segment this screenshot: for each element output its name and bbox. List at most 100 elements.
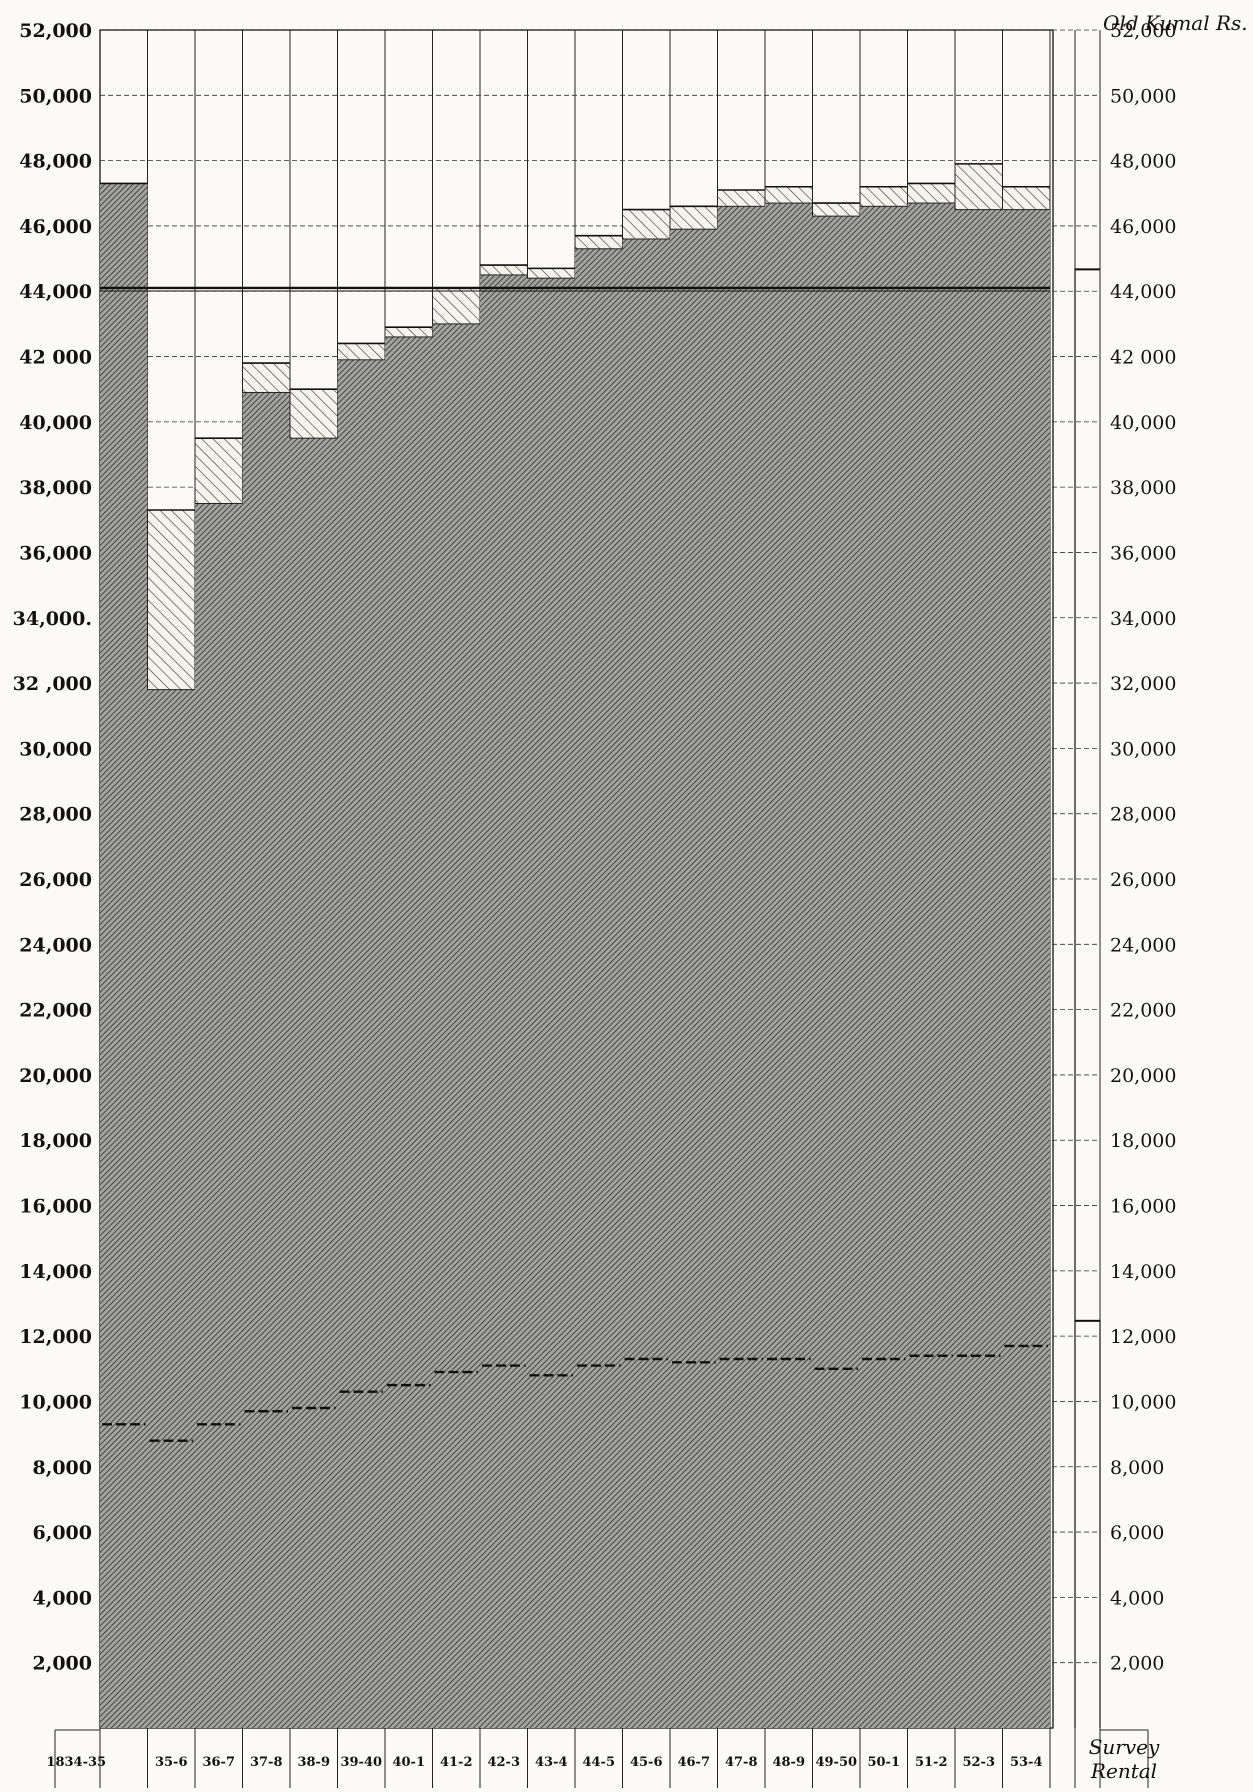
- y-tick-label-right: 48,000: [1110, 151, 1176, 173]
- y-tick-label-right: 46,000: [1110, 216, 1176, 238]
- x-tick-label: 52-3: [962, 1755, 995, 1770]
- bar-upper-40-1: [384, 326, 433, 338]
- y-tick-label-left: 48,000: [19, 151, 92, 173]
- x-tick-label: 37-8: [250, 1755, 283, 1770]
- survey-rental-upper-mark: [1075, 268, 1100, 271]
- y-tick-label-right: 14,000: [1110, 1261, 1176, 1283]
- x-tick-label: 45-6: [630, 1755, 663, 1770]
- y-tick-label-left: 36,000: [19, 542, 92, 564]
- y-tick-label-left: 14,000: [19, 1261, 92, 1283]
- series-lines: [100, 286, 1050, 1442]
- x-tick-label: 51-2: [915, 1755, 948, 1770]
- x-tick-label: 39-40: [340, 1755, 382, 1770]
- x-tick-label: 49-50: [815, 1755, 857, 1770]
- bar-upper-41-2: [432, 287, 481, 325]
- bar-47-8: [717, 206, 765, 1728]
- survey-rental-lower-mark: [1075, 1319, 1100, 1322]
- bar-upper-39-40: [337, 342, 386, 361]
- x-tick-label: 47-8: [725, 1755, 758, 1770]
- y-tick-label-right: 36,000: [1110, 542, 1176, 564]
- y-tick-label-right: 18,000: [1110, 1130, 1176, 1152]
- y-tick-label-right: 44,000: [1110, 281, 1176, 303]
- bar-upper-38-9: [289, 388, 338, 439]
- y-tick-label-right: 30,000: [1110, 738, 1176, 760]
- y-tick-label-right: 4,000: [1110, 1587, 1164, 1609]
- y-tick-label-left: 40,000: [19, 412, 92, 434]
- bar-43-4: [527, 278, 575, 1729]
- bar-38-9: [290, 438, 338, 1728]
- bar-39-40: [337, 359, 385, 1728]
- y-tick-label-right: 2,000: [1110, 1653, 1164, 1675]
- x-tick-label: 50-1: [867, 1755, 900, 1770]
- x-tick-label: 46-7: [677, 1755, 710, 1770]
- y-tick-label-right: 20,000: [1110, 1065, 1176, 1087]
- bar-50-1: [860, 206, 908, 1728]
- x-tick-label: 43-4: [535, 1755, 568, 1770]
- x-tick-label: 41-2: [440, 1755, 473, 1770]
- bar-36-7: [195, 503, 243, 1729]
- y-tick-label-left: 22,000: [19, 1000, 92, 1022]
- y-tick-label-left: 12,000: [19, 1326, 92, 1348]
- bar-upper-42-3: [479, 264, 528, 276]
- y-tick-label-left: 26,000: [19, 869, 92, 891]
- y-tick-label-left: 52,000: [19, 20, 92, 42]
- bar-upper-36-7: [194, 437, 243, 504]
- x-tick-label: 53-4: [1010, 1755, 1043, 1770]
- y-tick-label-right: 12,000: [1110, 1326, 1176, 1348]
- bar-upper-46-7: [669, 205, 718, 230]
- y-tick-label-left: 2,000: [33, 1653, 93, 1675]
- y-tick-label-right: 40,000: [1110, 412, 1176, 434]
- y-tick-label-right: 10,000: [1110, 1391, 1176, 1413]
- y-tick-label-left: 28,000: [19, 804, 92, 826]
- bar-upper-52-3: [954, 163, 1003, 211]
- y-tick-label-right: 32,000: [1110, 673, 1176, 695]
- bar-44-5: [575, 248, 623, 1728]
- y-tick-label-left: 50,000: [19, 85, 92, 107]
- y-tick-label-left: 16,000: [19, 1196, 92, 1218]
- bar-51-2: [907, 203, 955, 1728]
- y-tick-label-left: 30,000: [19, 738, 92, 760]
- y-tick-label-right: 24,000: [1110, 934, 1176, 956]
- bar-46-7: [670, 229, 718, 1728]
- y-tick-label-left: 42 000: [19, 347, 92, 369]
- bar-45-6: [622, 238, 670, 1728]
- bar-49-50: [812, 216, 860, 1728]
- bar-42-3: [480, 274, 528, 1729]
- y-tick-label-right: 8,000: [1110, 1457, 1164, 1479]
- bar-upper-43-4: [527, 267, 576, 279]
- x-tick-label: 44-5: [582, 1755, 615, 1770]
- y-tick-label-right: 50,000: [1110, 85, 1176, 107]
- y-tick-label-left: 4,000: [33, 1587, 93, 1609]
- bar-37-8: [242, 392, 290, 1728]
- y-tick-label-left: 24,000: [19, 934, 92, 956]
- y-tick-label-right: 28,000: [1110, 804, 1176, 826]
- corner-label: Old Kumal Rs.: [1103, 11, 1248, 35]
- y-tick-label-right: 42 000: [1110, 347, 1176, 369]
- bar-upper-48-9: [764, 186, 813, 204]
- x-tick-label: 36-7: [202, 1755, 235, 1770]
- y-tick-label-left: 18,000: [19, 1130, 92, 1152]
- y-tick-label-left: 8,000: [33, 1457, 93, 1479]
- y-tick-label-left: 20,000: [19, 1065, 92, 1087]
- y-tick-label-right: 16,000: [1110, 1196, 1176, 1218]
- axes: 2,000 2,000 4,000 4,000 6,000 6,000 8,000 8,000…: [13, 20, 1176, 1788]
- y-tick-label-left: 46,000: [19, 216, 92, 238]
- bar-40-1: [385, 336, 433, 1728]
- bar-41-2: [432, 323, 480, 1728]
- y-tick-label-right: 52,000: [1110, 20, 1176, 42]
- y-tick-label-right: 6,000: [1110, 1522, 1164, 1544]
- bar-upper-35-6: [147, 509, 196, 691]
- x-tick-label: 38-9: [297, 1755, 330, 1770]
- bar-52-3: [955, 209, 1003, 1728]
- y-tick-label-left: 34,000.: [13, 608, 92, 630]
- bar-upper-37-8: [242, 362, 291, 393]
- y-tick-label-left: 32 ,000: [13, 673, 92, 695]
- bar-upper-50-1: [859, 186, 908, 207]
- x-tick-label: 1834-35: [46, 1755, 106, 1770]
- bar-upper-45-6: [622, 209, 671, 240]
- bar-53-4: [1002, 209, 1050, 1728]
- y-tick-label-right: 34,000: [1110, 608, 1176, 630]
- bar-48-9: [765, 203, 813, 1728]
- y-tick-label-right: 22,000: [1110, 1000, 1176, 1022]
